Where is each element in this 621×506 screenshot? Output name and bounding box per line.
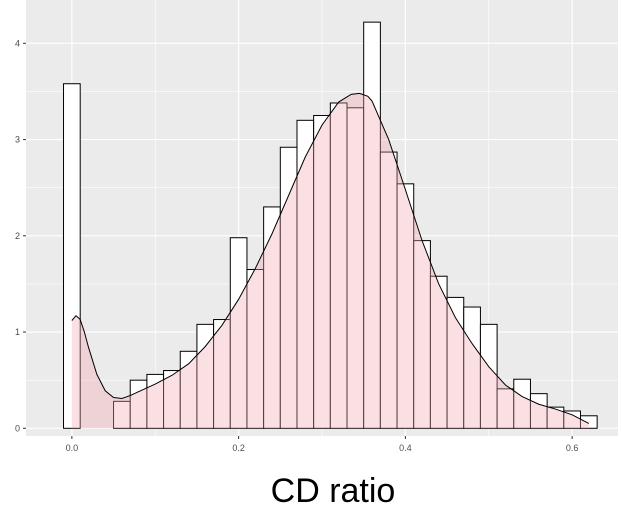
density-curve-group (71, 92, 590, 429)
density-area (71, 93, 589, 429)
histogram-bar (579, 415, 598, 429)
histogram-bars (63, 21, 598, 429)
x-axis-title: CD ratio (271, 472, 396, 506)
y-tick-label: 1 (15, 327, 20, 337)
axis-ticks: 0.0 0.2 0.4 0.6 0 1 2 3 4 (15, 38, 578, 453)
x-tick-label: 0.4 (399, 443, 412, 453)
y-tick-label: 2 (15, 231, 20, 241)
y-tick-label: 3 (15, 135, 20, 145)
x-tick-label: 0.0 (66, 443, 79, 453)
x-tick-label: 0.6 (566, 443, 579, 453)
histogram-bar (63, 83, 81, 429)
y-tick-label: 4 (15, 38, 20, 48)
density-line (71, 92, 590, 424)
y-tick-label: 0 (15, 423, 20, 433)
x-tick-label: 0.2 (232, 443, 245, 453)
